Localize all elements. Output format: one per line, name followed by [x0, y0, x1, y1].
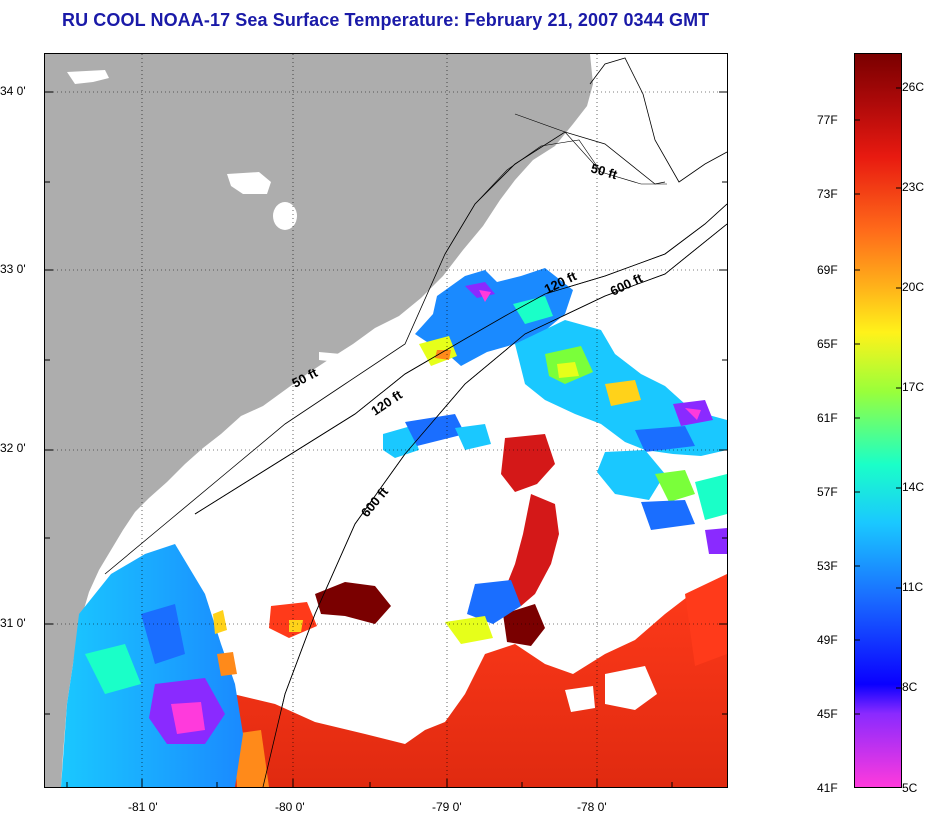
isobath-label-50-north: 50 ft — [589, 160, 619, 182]
cbar-label-45f: 45F — [817, 707, 838, 721]
lat-label-31: 31 0' — [0, 616, 26, 630]
cbar-label-77f: 77F — [817, 113, 838, 127]
cbar-label-65f: 65F — [817, 337, 838, 351]
cbar-label-49f: 49F — [817, 633, 838, 647]
lon-label-78: -78 0' — [577, 800, 607, 814]
cbar-label-20c: 20C — [902, 280, 925, 294]
cbar-label-73f: 73F — [817, 187, 838, 201]
lon-label-80: -80 0' — [275, 800, 305, 814]
sst-dark-patch — [315, 582, 391, 624]
cbar-label-14c: 14C — [902, 480, 925, 494]
land-mass — [45, 54, 593, 787]
isobath-label-600-north: 600 ft — [608, 270, 646, 299]
cbar-label-57f: 57F — [817, 485, 838, 499]
sst-map: 50 ft 50 ft 120 ft 120 ft 600 ft 600 ft — [44, 53, 728, 788]
cbar-label-17c: 17C — [902, 380, 925, 394]
cbar-label-61f: 61F — [817, 411, 838, 425]
isobath-50 — [104, 131, 666, 575]
lon-label-79: -79 0' — [432, 800, 462, 814]
cbar-label-69f: 69F — [817, 263, 838, 277]
map-title: RU COOL NOAA-17 Sea Surface Temperature:… — [62, 10, 710, 30]
cbar-label-41f: 41F — [817, 781, 838, 795]
lon-label-81: -81 0' — [128, 800, 158, 814]
isobath-label-120-south: 120 ft — [368, 387, 405, 419]
cbar-label-8c: 8C — [902, 680, 918, 694]
lat-label-32: 32 0' — [0, 441, 26, 455]
cbar-label-5c: 5C — [902, 781, 918, 795]
temperature-colorbar — [854, 53, 902, 788]
cbar-label-53f: 53F — [817, 559, 838, 573]
cbar-label-26c: 26C — [902, 80, 925, 94]
isobath-label-600-south: 600 ft — [358, 484, 392, 520]
sst-shelf-cool-north — [415, 268, 573, 366]
lat-label-33: 33 0' — [0, 262, 26, 276]
sst-south-warm — [225, 578, 727, 787]
lat-label-34: 34 0' — [0, 84, 26, 98]
cbar-label-23c: 23C — [902, 180, 925, 194]
cbar-label-11c: 11C — [902, 580, 924, 594]
graticule — [45, 54, 727, 787]
sst-warm-tongue — [501, 434, 555, 492]
